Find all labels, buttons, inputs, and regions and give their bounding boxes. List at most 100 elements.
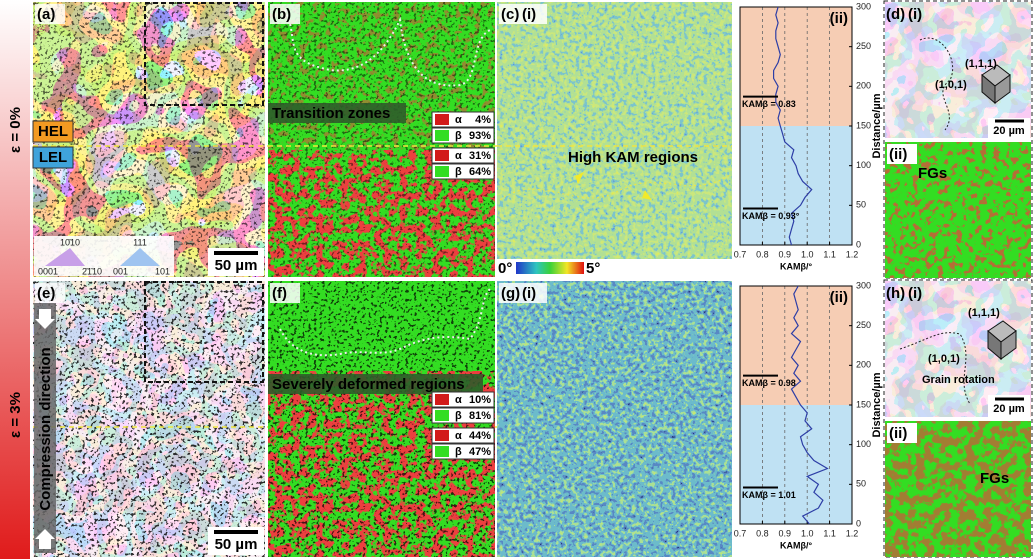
scale-label: 20 µm: [993, 403, 1025, 415]
note: High KAM regions: [568, 149, 698, 166]
legend-phase: α: [455, 394, 462, 406]
legend-swatch: [435, 430, 449, 441]
panel-sublabel: (i): [908, 6, 922, 23]
strain-label: ε = 3%: [7, 392, 24, 438]
x-axis-label: KAMβ/°: [780, 540, 812, 550]
tag-box: [32, 146, 74, 169]
colorbar: [516, 262, 584, 274]
boundary: [279, 288, 491, 357]
annotation: KAMβ = 0.93°: [742, 211, 800, 221]
legend-swatch: [435, 394, 449, 405]
kam-line: [773, 6, 813, 246]
arrow: [642, 190, 652, 200]
y-tick-label: 50: [856, 200, 866, 210]
plane-label: (1,0,1): [928, 353, 960, 365]
x-axis-label: KAMβ/°: [780, 261, 812, 271]
strain-bar: [0, 0, 30, 559]
legend-phase: β: [455, 446, 462, 458]
plane-label: (1,1,1): [968, 307, 1000, 319]
panel-sublabel: (i): [522, 6, 536, 23]
key-bg: [34, 236, 174, 276]
panel-sublabel: (ii): [830, 289, 848, 306]
panel-sublabel: (i): [908, 285, 922, 302]
note-bg: [268, 103, 406, 123]
y-tick-label: 200: [856, 360, 871, 370]
note-bg: [268, 374, 483, 394]
y-tick-label: 250: [856, 41, 871, 51]
tag: LEL: [39, 149, 67, 166]
legend-swatch: [435, 410, 449, 421]
ipf-zoom: [885, 2, 1031, 138]
legend-phase: β: [455, 410, 462, 422]
y-axis-label: Distance/µm: [871, 93, 883, 158]
x-tick-label: 1.1: [823, 528, 836, 538]
key-label: 001: [113, 266, 128, 276]
legend-swatch: [435, 150, 449, 161]
boundary: [919, 37, 954, 131]
legend-fraction: 10%: [469, 394, 491, 406]
panel-label: (d): [886, 6, 905, 23]
strain-label: ε = 0%: [7, 107, 24, 153]
kam-line: [790, 285, 829, 525]
y-tick-label: 50: [856, 479, 866, 489]
panel-label: (e): [37, 285, 55, 302]
plot-frame: [739, 6, 853, 246]
y-axis-label: Distance/µm: [871, 372, 883, 437]
y-tick-label: 300: [856, 1, 871, 11]
arrow-bg: [34, 303, 56, 553]
panel-label: (c): [501, 6, 519, 23]
legend-swatch: [435, 130, 449, 141]
key-triangle: [120, 248, 160, 266]
y-tick-label: 100: [856, 160, 871, 170]
x-tick-label: 1.0: [801, 249, 814, 259]
legend-fraction: 44%: [469, 430, 491, 442]
legend-fraction: 93%: [469, 130, 491, 142]
arrow: [575, 172, 584, 184]
band: [740, 126, 852, 245]
panel-label: (a): [37, 6, 55, 23]
label-bg: [499, 283, 547, 303]
y-tick-label: 100: [856, 439, 871, 449]
cube: [981, 64, 1011, 105]
compression-label: Compression direction: [37, 347, 54, 510]
annotation: KAMβ = 0.98: [742, 378, 796, 388]
x-tick-label: 1.2: [846, 528, 859, 538]
key-label: 111: [133, 237, 147, 247]
x-tick-label: 0.7: [734, 249, 747, 259]
x-tick-label: 0.8: [756, 249, 769, 259]
legend-phase: α: [455, 114, 462, 126]
annotation: KAMβ = 1.01: [742, 490, 796, 500]
colorbar-label: 0°: [498, 260, 512, 277]
tag: HEL: [38, 123, 68, 140]
legend-swatch: [435, 166, 449, 177]
alpha-phase: [885, 421, 1031, 557]
note: FGs: [918, 165, 947, 182]
band: [740, 7, 852, 126]
arrow: [35, 309, 55, 329]
scale-label: 50 µm: [215, 536, 258, 553]
panel-sublabel: (ii): [889, 425, 907, 442]
plot-frame: [739, 285, 853, 525]
plane-label: (1,0,1): [935, 79, 967, 91]
label-bg: [35, 283, 65, 303]
tag-box: [32, 120, 74, 143]
key-label: 10̄10: [60, 237, 80, 247]
row: (e) Compression direction 50 µm (f) Seve…: [33, 279, 1033, 558]
panel-label: (h): [886, 285, 905, 302]
legend-fraction: 31%: [469, 150, 491, 162]
key-label: 0001: [38, 266, 58, 276]
label-bg: [499, 4, 547, 24]
label-bg: [270, 4, 300, 24]
zoom-box: [144, 281, 264, 383]
legend-phase: α: [455, 430, 462, 442]
y-tick-label: 0: [856, 518, 861, 528]
row: (a) HEL LEL 10̄10 0001 2̄1̄10 111 001 10…: [32, 0, 1033, 279]
boundary: [899, 332, 971, 405]
note: FGs: [980, 470, 1009, 487]
scale-bg: [988, 118, 1030, 138]
legend-phase: β: [455, 130, 462, 142]
kam-map: [497, 281, 732, 557]
note: Transition zones: [272, 105, 390, 122]
x-tick-label: 1.1: [823, 249, 836, 259]
